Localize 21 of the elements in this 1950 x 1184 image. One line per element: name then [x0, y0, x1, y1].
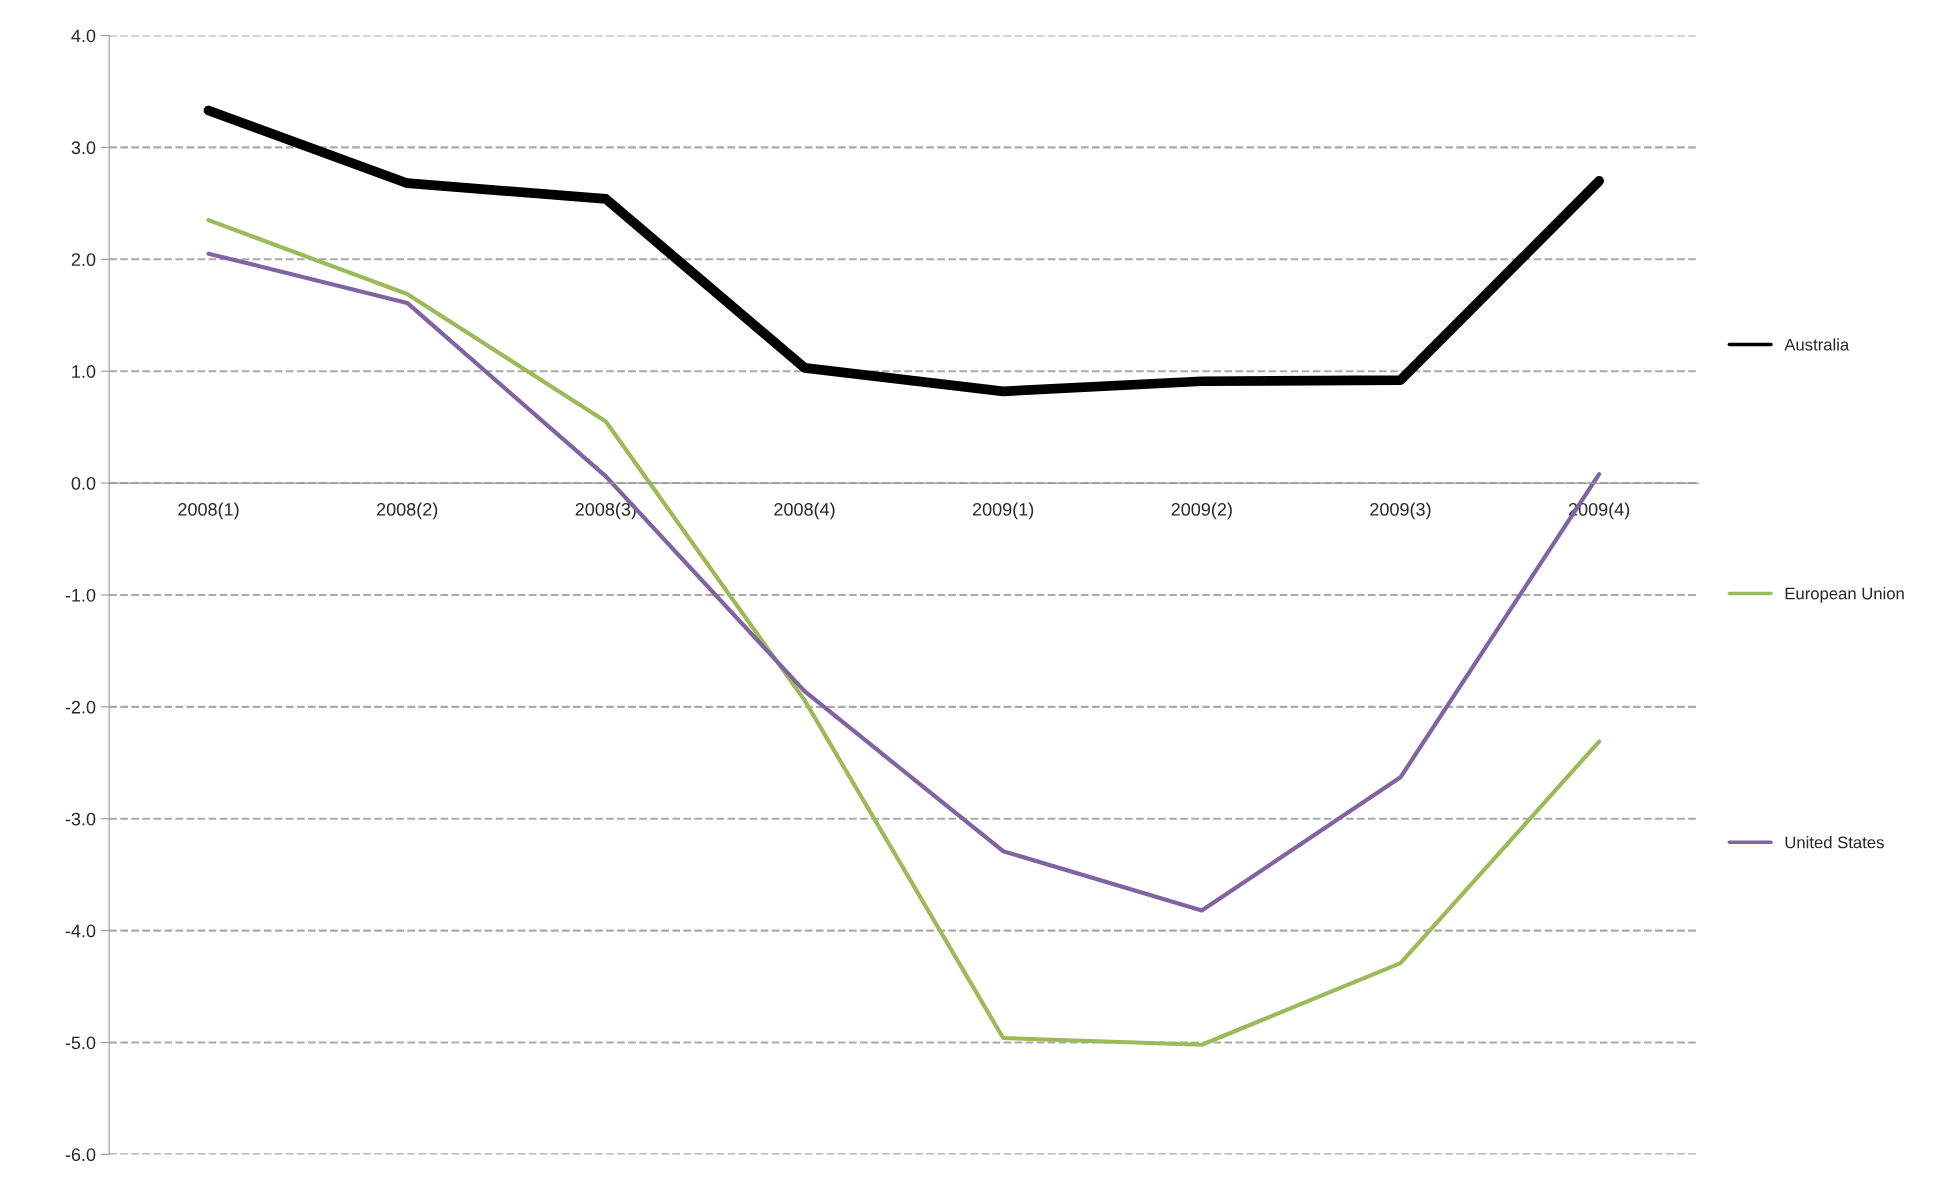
y-tick-label: -4.0: [65, 924, 96, 938]
x-tick-label: 2009(2): [1171, 502, 1232, 520]
x-tick-label: 2009(3): [1370, 502, 1431, 520]
x-tick-label: 2008(3): [575, 502, 636, 520]
y-tick-label: 3.0: [71, 141, 96, 155]
legend-label: Australia: [1784, 338, 1850, 351]
x-tick-label: 2008(4): [774, 502, 835, 520]
x-tick-label: 2009(1): [972, 502, 1034, 520]
x-tick-label: 2008(1): [178, 502, 239, 520]
x-tick-label: 2008(2): [376, 502, 438, 520]
y-tick-label: 2.0: [71, 253, 96, 267]
y-tick-label: -6.0: [65, 1148, 96, 1162]
y-tick-label: 0.0: [71, 477, 96, 490]
y-tick-label: -3.0: [65, 812, 96, 826]
legend-label: European Union: [1785, 587, 1904, 603]
legend-label: United States: [1785, 836, 1884, 849]
y-tick-label: -1.0: [65, 588, 96, 602]
y-tick-label: -2.0: [65, 700, 96, 714]
y-tick-label: 4.0: [71, 29, 96, 43]
y-tick-label: -5.0: [65, 1036, 96, 1050]
y-tick-label: 1.0: [72, 365, 96, 378]
